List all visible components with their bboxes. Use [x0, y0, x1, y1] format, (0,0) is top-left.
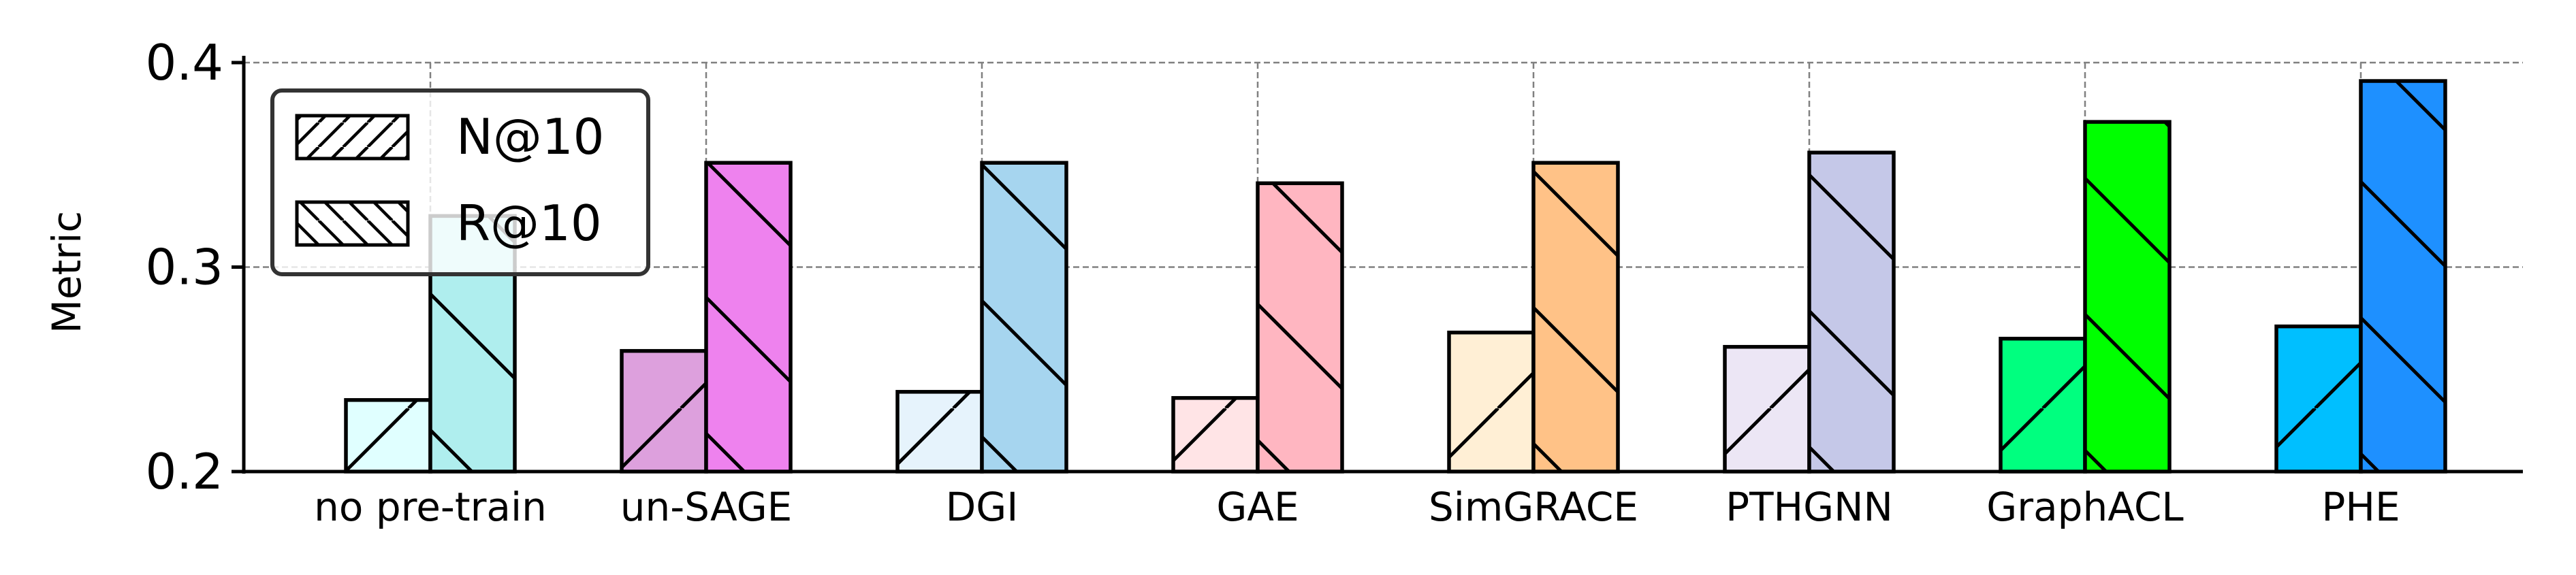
x-tick-label-graphacl: GraphACL — [1986, 484, 2183, 530]
y-tick-label-0-3: 0.3 — [145, 239, 223, 296]
x-tick-label-un-sage: un-SAGE — [620, 484, 793, 530]
y-axis-label: Metric — [44, 211, 90, 333]
bar-n-10-dgi-hatch — [895, 390, 984, 474]
y-tick-label-0-4: 0.4 — [145, 34, 223, 91]
axes-group: 0.2 0.3 0.4 no pre-train un-SAGE DGI GAE SimGRA… — [145, 34, 2523, 530]
legend: N@10 R@10 — [270, 88, 650, 276]
bar-n-10-gae-hatch — [1171, 396, 1260, 474]
legend-entry-r10: R@10 — [295, 195, 602, 252]
bar-n-10-simgrace-hatch — [1447, 330, 1536, 474]
bar-r-10-dgi-hatch — [980, 161, 1068, 474]
legend-entry-n10: N@10 — [295, 108, 604, 165]
x-tick-label-gae: GAE — [1216, 484, 1299, 530]
bar-r-10-pthgnn-hatch — [1807, 150, 1896, 474]
bar-n-10-un-sage-hatch — [620, 348, 708, 474]
x-tick-label-simgrace: SimGRACE — [1429, 484, 1638, 530]
bar-n-10-no-pre-train-hatch — [344, 398, 432, 474]
bar-n-10-phe-hatch — [2274, 324, 2363, 474]
bar-r-10-phe-hatch — [2359, 79, 2447, 474]
bar-n-10-graphacl-hatch — [1999, 336, 2087, 474]
x-tick-label-phe: PHE — [2321, 484, 2400, 530]
bar-r-10-gae-hatch — [1256, 181, 1344, 474]
legend-swatch-r10-hatch — [295, 200, 410, 247]
legend-label-r10: R@10 — [456, 195, 602, 252]
bar-n-10-pthgnn-hatch — [1723, 344, 1811, 474]
bar-r-10-un-sage-hatch — [704, 161, 793, 474]
bars-group — [344, 79, 2447, 474]
legend-label-n10: N@10 — [456, 108, 604, 165]
x-tick-label-dgi: DGI — [946, 484, 1019, 530]
bar-r-10-simgrace-hatch — [1531, 161, 1620, 474]
x-tick-label-no-pre-train: no pre-train — [314, 484, 547, 530]
x-tick-label-pthgnn: PTHGNN — [1726, 484, 1893, 530]
bar-r-10-graphacl-hatch — [2083, 120, 2172, 474]
y-tick-label-0-2: 0.2 — [145, 443, 223, 500]
legend-swatch-n10-hatch — [295, 114, 410, 161]
